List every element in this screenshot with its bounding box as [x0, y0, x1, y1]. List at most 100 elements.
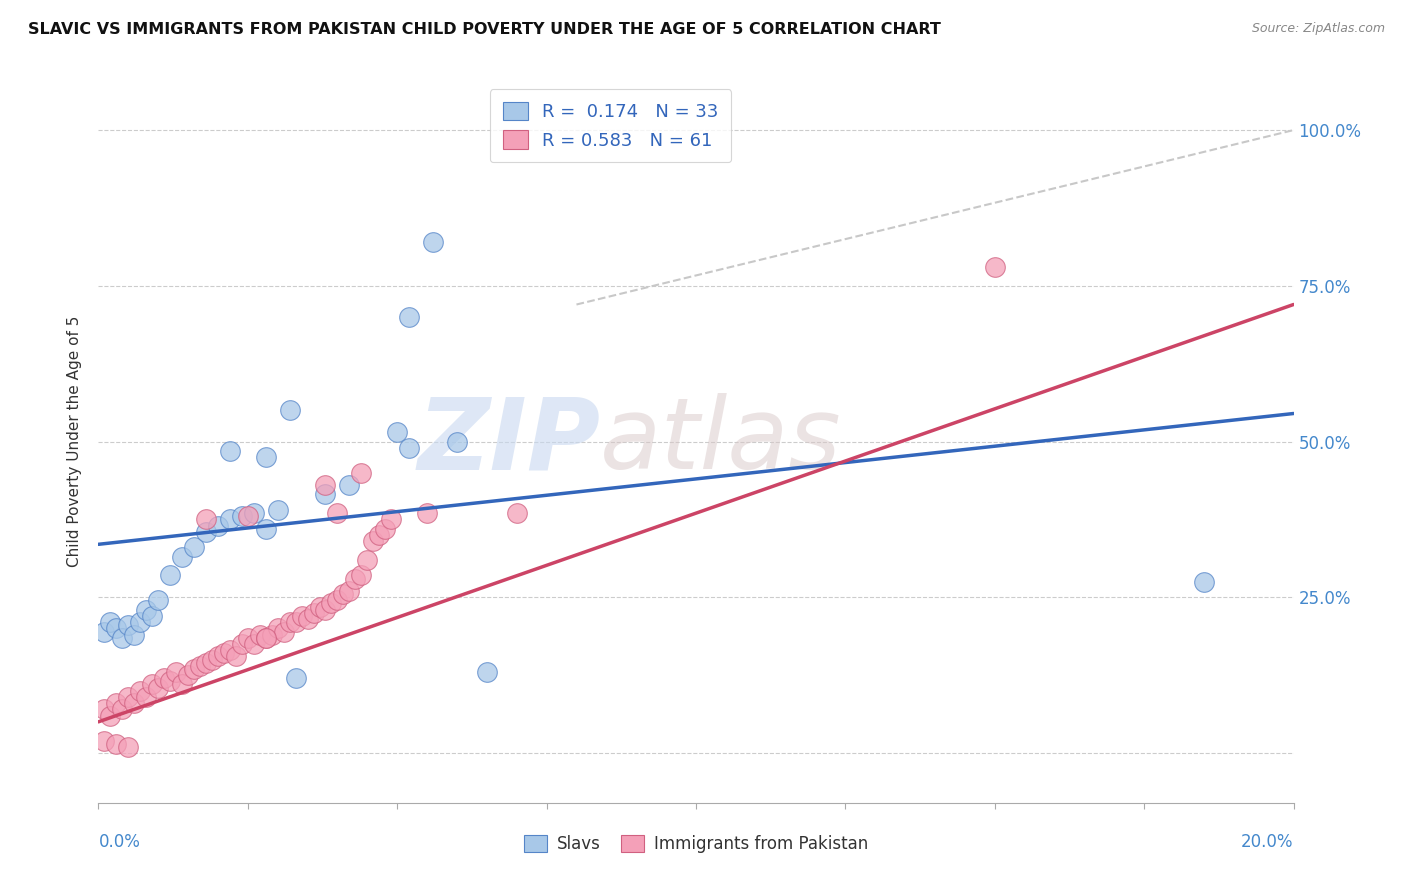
Point [291, 609, 314, 624]
Point [124, 627, 146, 641]
Point [278, 403, 301, 417]
Point [219, 643, 242, 657]
Point [111, 631, 134, 645]
Point [225, 649, 247, 664]
Point [129, 683, 152, 698]
Point [135, 603, 157, 617]
Point [207, 649, 229, 664]
Point [195, 512, 218, 526]
Point [446, 434, 468, 449]
Point [172, 677, 194, 691]
Text: atlas: atlas [600, 393, 842, 490]
Point [284, 615, 307, 630]
Point [141, 609, 163, 624]
Point [188, 658, 211, 673]
Point [278, 615, 301, 630]
Point [93, 702, 115, 716]
Point [356, 553, 378, 567]
Point [159, 674, 181, 689]
Point [326, 506, 349, 520]
Point [315, 478, 337, 492]
Point [273, 624, 295, 639]
Point [93, 733, 115, 747]
Point [165, 665, 187, 679]
Point [267, 621, 290, 635]
Point [332, 587, 354, 601]
Point [212, 646, 235, 660]
Point [254, 450, 277, 464]
Point [260, 627, 283, 641]
Text: Source: ZipAtlas.com: Source: ZipAtlas.com [1251, 22, 1385, 36]
Point [339, 478, 361, 492]
Point [243, 506, 266, 520]
Point [159, 568, 181, 582]
Text: 0.0%: 0.0% [98, 833, 141, 851]
Point [148, 681, 170, 695]
Point [350, 466, 373, 480]
Point [315, 603, 337, 617]
Point [93, 624, 115, 639]
Point [344, 572, 367, 586]
Point [374, 522, 396, 536]
Point [129, 615, 152, 630]
Point [506, 506, 529, 520]
Point [236, 509, 259, 524]
Point [475, 665, 498, 679]
Point [117, 618, 139, 632]
Point [385, 425, 409, 440]
Point [177, 668, 200, 682]
Point [105, 696, 128, 710]
Point [236, 631, 259, 645]
Point [141, 677, 163, 691]
Point [302, 606, 325, 620]
Text: ZIP: ZIP [418, 393, 600, 490]
Point [148, 593, 170, 607]
Point [172, 549, 194, 564]
Point [284, 671, 307, 685]
Point [398, 310, 420, 324]
Point [153, 671, 176, 685]
Text: 20.0%: 20.0% [1241, 833, 1294, 851]
Point [254, 631, 277, 645]
Point [416, 506, 439, 520]
Point [183, 541, 205, 555]
Point [207, 518, 229, 533]
Point [135, 690, 157, 704]
Point [380, 512, 402, 526]
Point [368, 528, 391, 542]
Point [308, 599, 330, 614]
Point [124, 696, 146, 710]
Point [219, 443, 242, 458]
Point [201, 652, 224, 666]
Point [117, 739, 139, 754]
Point [219, 512, 242, 526]
Point [321, 597, 343, 611]
Point [183, 662, 205, 676]
Point [105, 621, 128, 635]
Point [297, 612, 319, 626]
Point [243, 637, 266, 651]
Point [339, 584, 361, 599]
Point [326, 593, 349, 607]
Point [98, 708, 122, 723]
Point [105, 737, 128, 751]
Point [422, 235, 444, 250]
Point [1192, 574, 1215, 589]
Point [98, 615, 122, 630]
Point [117, 690, 139, 704]
Point [254, 522, 277, 536]
Point [111, 702, 134, 716]
Point [350, 568, 373, 582]
Point [267, 503, 290, 517]
Point [254, 631, 277, 645]
Point [363, 534, 385, 549]
Point [984, 260, 1007, 274]
Text: SLAVIC VS IMMIGRANTS FROM PAKISTAN CHILD POVERTY UNDER THE AGE OF 5 CORRELATION : SLAVIC VS IMMIGRANTS FROM PAKISTAN CHILD… [28, 22, 941, 37]
Point [249, 627, 271, 641]
Point [315, 487, 337, 501]
Point [195, 656, 218, 670]
Y-axis label: Child Poverty Under the Age of 5: Child Poverty Under the Age of 5 [67, 316, 83, 567]
Point [231, 637, 253, 651]
Point [231, 509, 253, 524]
Point [195, 524, 218, 539]
